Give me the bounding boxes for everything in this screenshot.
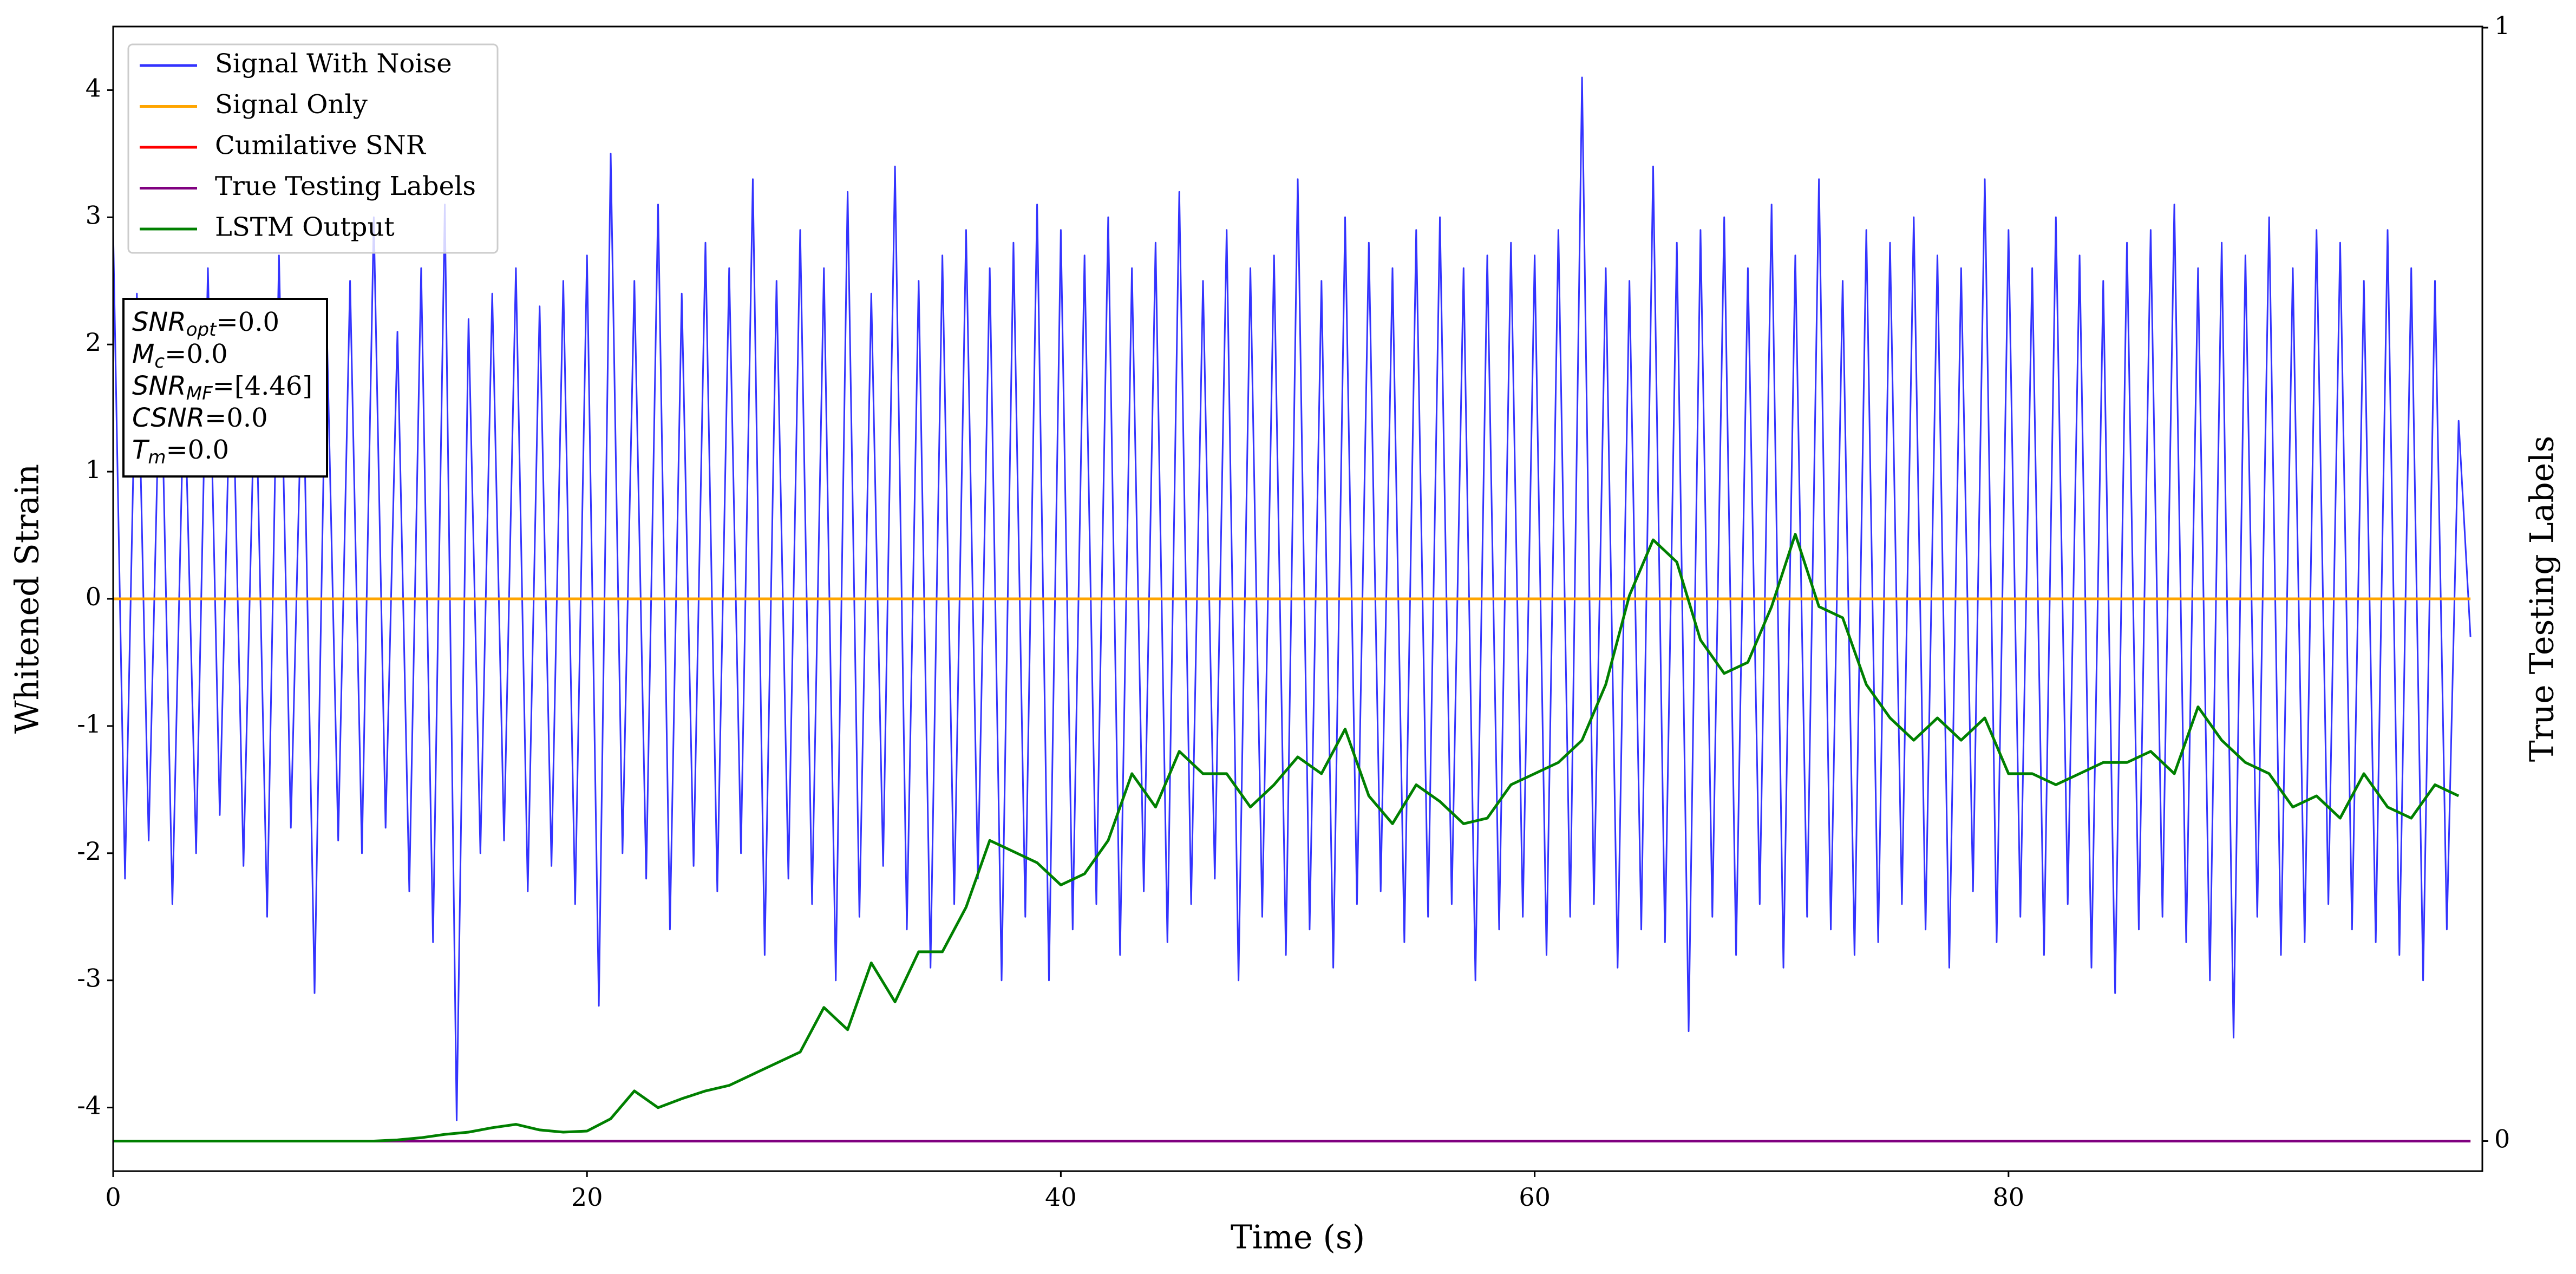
y-tick-label: 0 [86,582,101,611]
legend-label: Signal With Noise [215,49,452,79]
legend-label: Signal Only [215,89,368,120]
annotation-subscript: MF [186,383,213,404]
y-tick-label: 3 [86,200,101,230]
annotation-symbol: SNR [132,307,186,337]
y-tick-label: 2 [86,328,101,357]
annotation-line: SNRopt=0.0 [132,307,279,341]
annotation-symbol: CSNR [132,403,205,433]
annotation-subscript: m [148,447,166,468]
y2-axis-label: True Testing Labels [2523,436,2561,762]
y-tick-label: 4 [86,73,101,102]
plot-area [112,76,2472,1142]
annotation-line: CSNR=0.0 [132,403,268,434]
y2-tick-label: 1 [2494,11,2510,40]
series-line [113,533,2460,1142]
annotation-subscript: c [154,351,165,373]
annotation-value: =[4.46] [213,371,313,401]
legend-label: Cumilative SNR [215,130,427,161]
series-line [112,76,2472,1121]
legend-label: LSTM Output [215,212,395,243]
legend: Signal With Noise Signal Only Cumilative S… [127,43,499,254]
annotation-frame [122,298,328,478]
x-tick-label: 80 [1993,1182,2025,1212]
y-axis-label: Whitened Strain [9,464,47,734]
y2-tick-label: 0 [2494,1124,2510,1153]
annotation-line: Tm=0.0 [132,435,229,468]
y-tick-label: 1 [86,455,101,484]
annotation-line: Mc=0.0 [132,339,228,373]
y-tick-label: -2 [77,837,101,866]
y-tick-label: -1 [77,709,101,739]
annotation-subscript: opt [186,319,217,341]
legend-box [127,43,499,254]
x-tick-label: 40 [1045,1182,1077,1212]
x-tick-label: 60 [1519,1182,1551,1212]
x-tick-label: 0 [105,1182,121,1212]
y-tick-label: -4 [77,1091,101,1120]
x-axis-label: Time (s) [1231,1219,1365,1257]
legend-label: True Testing Labels [215,171,476,201]
annotation-symbol: M [132,339,154,369]
annotation-symbol: T [132,435,150,465]
annotation-value: =0.0 [165,339,228,369]
annotation-symbol: SNR [132,371,186,401]
x-tick-label: 20 [571,1182,603,1212]
annotation-line: SNRMF=[4.46] [132,371,312,404]
annotation-value: =0.0 [205,403,268,433]
y-tick-label: -3 [77,964,101,993]
annotation-value: =0.0 [166,435,229,465]
annotation-value: =0.0 [216,307,279,337]
annotation-box: SNRopt=0.0Mc=0.0SNRMF=[4.46]CSNR=0.0Tm=0… [122,298,328,478]
